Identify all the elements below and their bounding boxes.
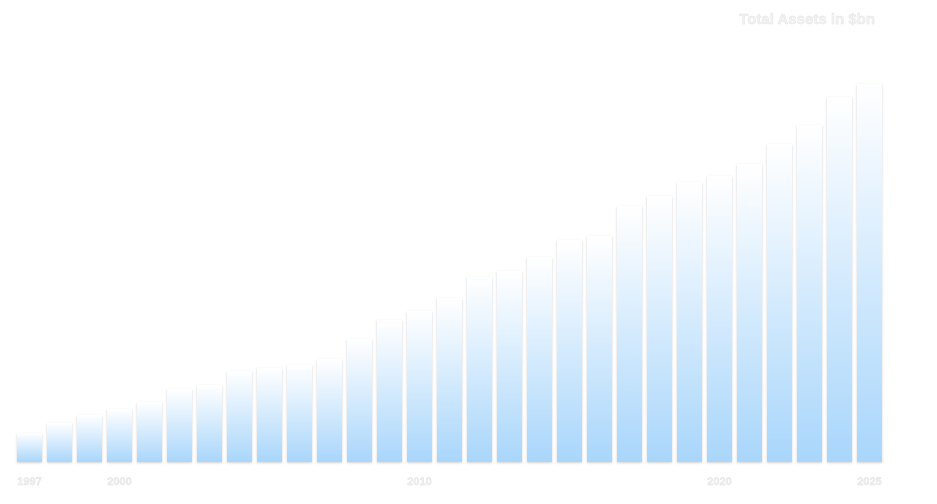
bar xyxy=(17,433,42,462)
bar xyxy=(137,402,162,462)
x-tick-label: 2025 xyxy=(857,476,881,488)
x-tick-label: 2010 xyxy=(407,476,431,488)
bar xyxy=(197,385,222,462)
bar xyxy=(647,196,672,462)
bar xyxy=(557,240,582,462)
bar xyxy=(377,320,402,462)
chart-title: Total Assets in $bn xyxy=(739,11,875,28)
bar xyxy=(527,257,552,462)
bar xyxy=(257,368,282,462)
bar xyxy=(407,311,432,462)
bar xyxy=(47,423,72,462)
x-tick-label: 1997 xyxy=(17,476,41,488)
bar xyxy=(167,389,192,462)
bar xyxy=(227,371,252,462)
bar xyxy=(77,415,102,462)
bar xyxy=(497,271,522,462)
bar xyxy=(707,176,732,462)
bar xyxy=(587,236,612,462)
bar xyxy=(617,206,642,462)
bar xyxy=(317,359,342,462)
bar xyxy=(767,144,792,462)
bar xyxy=(677,182,702,462)
bar xyxy=(107,409,132,462)
bar xyxy=(437,298,462,462)
x-tick-label: 2000 xyxy=(107,476,131,488)
bar xyxy=(857,84,882,462)
bar xyxy=(467,277,492,462)
x-tick-label: 2020 xyxy=(707,476,731,488)
bar xyxy=(827,97,852,462)
bar xyxy=(347,339,372,462)
bar xyxy=(737,164,762,462)
bar xyxy=(287,365,312,462)
bar xyxy=(797,125,822,462)
